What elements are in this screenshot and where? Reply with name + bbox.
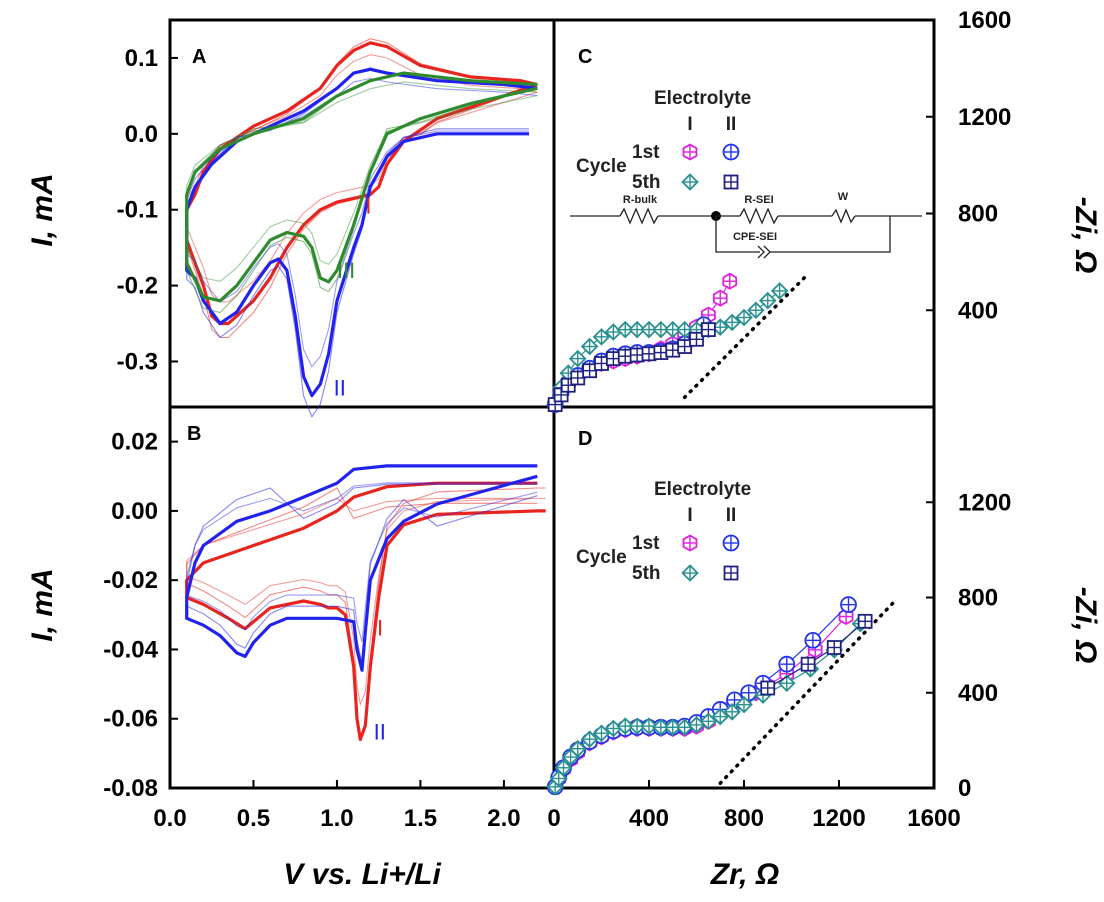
y-tick-label: 400 <box>958 297 998 324</box>
panel-d-letter: D <box>578 428 592 450</box>
panel-b-plot: 0.02 0.00 -0.02 -0.04 -0.06 -0.08 0.0 0.5 1.0 1.5… <box>103 429 546 832</box>
series-ii-line <box>185 464 538 672</box>
panel-d-y-axis-title: -Zi, Ω <box>1069 587 1102 664</box>
y-tick-label: 800 <box>958 585 998 612</box>
x-tick-label: 0.5 <box>237 805 270 832</box>
resistor-sei-icon <box>739 207 779 225</box>
panel-d-x-axis-title: Zr, Ω <box>710 858 779 891</box>
y-tick-label: -0.02 <box>103 567 158 594</box>
series-ii-cycle-2 <box>186 77 538 368</box>
x-tick-label: 1.0 <box>320 805 353 832</box>
series-line <box>767 620 866 689</box>
curve-label-iii: III <box>337 258 355 283</box>
curve-label-i: I <box>365 194 371 219</box>
legend-column-2: II <box>726 114 737 135</box>
series-line <box>554 616 847 788</box>
y-tick-label: 0.0 <box>125 121 158 148</box>
x-tick-label: 0 <box>547 805 560 832</box>
panel-b-x-axis-title: V vs. Li+/Li <box>283 858 441 891</box>
x-tick-label: 1200 <box>812 805 865 832</box>
x-tick-label: 1600 <box>907 805 960 832</box>
cpe-icon <box>757 245 765 259</box>
series-ii-line <box>185 67 538 398</box>
legend-column-2: II <box>726 505 737 526</box>
y-tick-label: 0 <box>958 775 971 802</box>
y-tick-label: -0.1 <box>117 197 158 224</box>
warburg-fit-line <box>682 274 808 400</box>
panel-c-y-axis-title: -Zi, Ω <box>1069 197 1102 274</box>
y-tick-label: 400 <box>958 680 998 707</box>
legend-column-1: I <box>687 505 692 526</box>
legend-title: Electrolyte <box>654 88 751 109</box>
legend-row-header: Cycle <box>576 156 627 177</box>
circuit-wire <box>770 216 891 253</box>
circuit-wire <box>715 216 760 253</box>
x-tick-label: 0.0 <box>153 805 186 832</box>
resistor-bulk-icon <box>619 207 659 225</box>
y-tick-label: 0.00 <box>111 498 158 525</box>
circuit-label-w: W <box>838 191 849 203</box>
circuit-label-cpe-sei: CPE-SEI <box>733 231 777 243</box>
y-tick-label: -0.04 <box>103 636 158 663</box>
curve-label-i: I <box>377 616 383 641</box>
y-tick-label: 1200 <box>958 489 1011 516</box>
y-tick-label: 0.1 <box>125 45 158 72</box>
circuit-label-r-sei: R-SEI <box>744 194 773 206</box>
legend-row-2: 5th <box>632 172 661 193</box>
y-tick-label: -0.3 <box>117 348 158 375</box>
y-tick-label: -0.08 <box>103 775 158 802</box>
y-tick-label: 1200 <box>958 104 1011 131</box>
x-tick-label: 800 <box>724 805 764 832</box>
panel-b-letter: B <box>187 423 201 445</box>
series-i-line <box>185 481 546 742</box>
y-tick-label: -0.06 <box>103 706 158 733</box>
y-tick-label: 0.02 <box>111 429 158 456</box>
series-iii-line <box>185 71 538 303</box>
circuit-label-r-bulk: R-bulk <box>623 194 658 206</box>
series-i-cycle-3 <box>186 487 546 740</box>
curve-label-ii: II <box>334 376 346 401</box>
legend-row-1: 1st <box>632 533 660 554</box>
series-ii-cycle-2 <box>186 482 538 642</box>
y-tick-label: 1600 <box>958 7 1011 34</box>
y-tick-label: -0.2 <box>117 273 158 300</box>
series-i-line <box>185 41 538 326</box>
series-iii-cycle-2 <box>186 81 538 282</box>
panel-b-y-axis-title: I, mA <box>26 568 59 641</box>
legend-row-header: Cycle <box>576 547 627 568</box>
x-tick-label: 2.0 <box>487 805 520 832</box>
panel-a-letter: A <box>192 46 206 68</box>
panel-a-y-axis-title: I, mA <box>26 173 59 246</box>
curve-label-ii: II <box>374 720 386 745</box>
legend-row-2: 5th <box>632 563 661 584</box>
panel-c-letter: C <box>578 46 592 68</box>
x-tick-label: 400 <box>629 805 669 832</box>
series-ii-cycle-3 <box>186 67 538 418</box>
legend-row-1: 1st <box>632 142 660 163</box>
legend-column-1: I <box>687 114 692 135</box>
legend-title: Electrolyte <box>654 479 751 500</box>
x-tick-label: 1.5 <box>404 805 437 832</box>
warburg-element-icon <box>831 208 856 224</box>
warburg-fit-line <box>718 598 898 785</box>
y-tick-label: 800 <box>958 201 998 228</box>
series-i-cycle-2 <box>186 497 546 707</box>
